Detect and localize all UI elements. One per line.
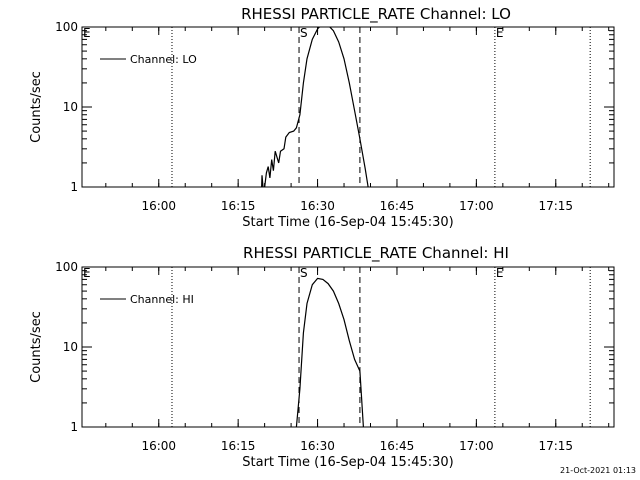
chart-2-marker-label: E xyxy=(83,266,91,280)
chart-1-ytick-label: 10 xyxy=(63,100,78,114)
chart-2-xtick-label: 17:00 xyxy=(459,439,494,453)
chart-2-ytick-label: 10 xyxy=(63,340,78,354)
chart-2-series-line xyxy=(295,277,365,427)
chart-1-marker-label: E xyxy=(83,26,91,40)
chart-1-xtick-label: 16:30 xyxy=(300,199,335,213)
chart-2-xtick-label: 17:15 xyxy=(538,439,573,453)
chart-2-xtick-label: 16:15 xyxy=(221,439,256,453)
chart-1-xlabel: Start Time (16-Sep-04 15:45:30) xyxy=(242,215,453,230)
chart-2-ylabel: Counts/sec xyxy=(29,311,44,383)
chart-1-group: RHESSI PARTICLE_RATE Channel: LO Counts/s… xyxy=(29,5,615,230)
chart-2-group: RHESSI PARTICLE_RATE Channel: HI Counts/s… xyxy=(29,244,615,470)
chart-2-frame xyxy=(81,266,615,428)
chart-1-series-line xyxy=(261,27,369,187)
chart-2-title: RHESSI PARTICLE_RATE Channel: HI xyxy=(243,244,509,263)
chart-2-xtick-label: 16:30 xyxy=(300,439,335,453)
chart-2-xlabel: Start Time (16-Sep-04 15:45:30) xyxy=(242,455,453,470)
chart-2-ytick-label: 1 xyxy=(70,420,78,434)
chart-2-marker-label: S xyxy=(300,266,308,280)
timestamp: 21-Oct-2021 01:13 xyxy=(560,466,636,475)
chart-2-legend-label: Channel: HI xyxy=(130,293,194,306)
chart-1-xtick-label: 17:15 xyxy=(538,199,573,213)
chart-2-xtick-label: 16:45 xyxy=(380,439,415,453)
chart-1-ytick-label: 100 xyxy=(55,20,78,34)
chart-1-marker-label: E xyxy=(496,26,504,40)
chart-2-ytick-label: 100 xyxy=(55,260,78,274)
chart-1-title: RHESSI PARTICLE_RATE Channel: LO xyxy=(241,5,511,24)
chart-1-marker-label: S xyxy=(300,26,308,40)
chart-1-frame xyxy=(81,26,615,188)
chart-2-marker-label: E xyxy=(496,266,504,280)
chart-1-ylabel: Counts/sec xyxy=(29,71,44,143)
chart-1-legend-label: Channel: LO xyxy=(130,53,197,66)
chart-1-xtick-label: 17:00 xyxy=(459,199,494,213)
chart-1-xtick-label: 16:15 xyxy=(221,199,256,213)
chart-1-xtick-label: 16:00 xyxy=(141,199,176,213)
chart-1-xtick-label: 16:45 xyxy=(380,199,415,213)
chart-2-xtick-label: 16:00 xyxy=(141,439,176,453)
chart-1-ytick-label: 1 xyxy=(70,180,78,194)
